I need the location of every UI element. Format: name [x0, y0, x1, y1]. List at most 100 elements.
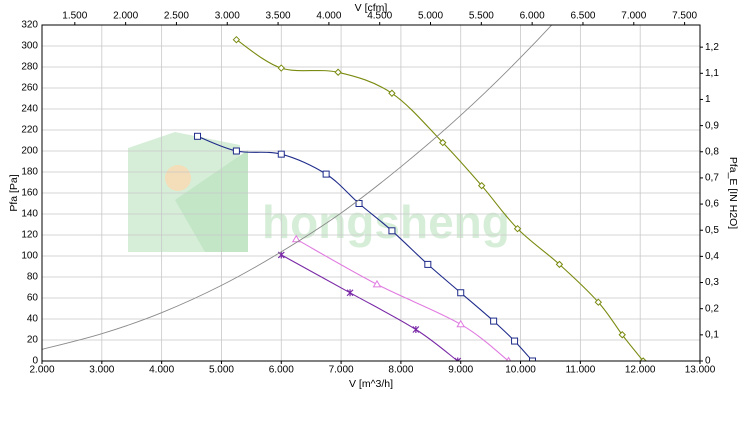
- data-point-square: [322, 170, 330, 178]
- logo-shape-right: [175, 150, 248, 252]
- y-right-tick-label: 1,2: [705, 42, 719, 53]
- y-left-tick-label: 260: [21, 83, 38, 94]
- x-top-tick-label: 4.000: [316, 11, 341, 22]
- x-top-tick-label: 3.000: [215, 11, 240, 22]
- data-point-square: [457, 289, 465, 297]
- x-top-tick-label: 4.500: [367, 11, 392, 22]
- y-left-tick-label: 180: [21, 167, 38, 178]
- y-left-tick-label: 60: [27, 293, 39, 304]
- y-left-tick-label: 220: [21, 125, 38, 136]
- x-bottom-tick-label: 4.000: [149, 365, 174, 376]
- y-right-tick-label: 1: [705, 94, 711, 105]
- y-right-tick-label: 0: [705, 356, 711, 367]
- y-left-tick-label: 20: [27, 335, 39, 346]
- x-bottom-tick-label: 8.000: [388, 365, 413, 376]
- x-bottom-tick-label: 2.000: [29, 365, 54, 376]
- x-bottom-tick-label: 9.000: [448, 365, 473, 376]
- y-right-tick-label: 0,7: [705, 173, 719, 184]
- plot-frame: [41, 24, 701, 362]
- data-point-triangle: [372, 279, 382, 288]
- data-point-diamond: [513, 224, 522, 233]
- logo-sun-icon: [165, 165, 191, 191]
- tick-labels: 2.000 3.000 4.000 5.000 6.000 7.000 8.000 9.000…: [21, 11, 719, 376]
- data-point-square: [355, 200, 363, 207]
- y-right-axis-label: Pfa_E [IN H2O]: [727, 157, 739, 229]
- x-bottom-tick-label: 7.000: [329, 365, 354, 376]
- y-left-axis-label: Pfa [Pa]: [8, 174, 20, 211]
- series-line-triangle: [295, 238, 509, 361]
- data-point-diamond: [618, 331, 626, 339]
- x-bottom-tick-label: 12.000: [625, 365, 656, 376]
- data-point-diamond: [334, 68, 342, 76]
- y-left-tick-label: 320: [21, 20, 38, 31]
- data-point-triangle: [456, 319, 466, 328]
- data-point-diamond: [388, 89, 396, 97]
- x-bottom-tick-label: 5.000: [209, 365, 234, 376]
- y-right-tick-label: 0,6: [705, 199, 719, 210]
- x-top-tick-label: 3.500: [266, 11, 291, 22]
- x-top-tick-label: 2.000: [113, 11, 138, 22]
- x-bottom-tick-label: 10.000: [505, 365, 536, 376]
- y-left-tick-label: 100: [21, 251, 38, 262]
- series-line-star: [281, 254, 459, 361]
- y-left-tick-label: 80: [27, 272, 39, 283]
- y-left-tick-label: 300: [21, 41, 38, 52]
- watermark-text: hongsheng: [262, 196, 510, 248]
- data-point-square: [194, 132, 202, 140]
- data-point-diamond: [277, 64, 285, 72]
- data-point-star: [346, 289, 354, 297]
- series-line-none: [42, 25, 553, 350]
- y-right-tick-label: 0,1: [705, 329, 719, 340]
- data-point-star: [277, 251, 285, 259]
- data-point-square: [511, 337, 519, 345]
- y-right-tick-label: 0,8: [705, 146, 719, 157]
- data-point-square: [529, 357, 537, 361]
- x-top-axis-label: V [cfm]: [355, 2, 388, 14]
- x-bottom-tick-label: 6.000: [269, 365, 294, 376]
- series-layer: [42, 25, 647, 361]
- data-point-star: [454, 357, 462, 361]
- x-top-tick-label: 6.500: [570, 11, 595, 22]
- x-bottom-axis-label: V [m^3/h]: [349, 378, 393, 390]
- data-point-diamond: [232, 35, 241, 44]
- data-point-square: [232, 147, 240, 155]
- x-top-tick-label: 5.500: [469, 11, 494, 22]
- y-left-tick-label: 240: [21, 104, 38, 115]
- y-left-tick-label: 140: [21, 209, 38, 220]
- y-left-tick-label: 40: [27, 314, 39, 325]
- y-right-tick-label: 0,5: [705, 225, 719, 236]
- y-right-tick-label: 0,9: [705, 120, 719, 131]
- data-point-diamond: [439, 138, 447, 147]
- x-top-tick-label: 5.000: [418, 11, 443, 22]
- data-point-star: [412, 326, 420, 333]
- data-point-square: [388, 227, 396, 235]
- x-top-tick-label: 7.000: [621, 11, 646, 22]
- data-point-diamond: [639, 357, 647, 361]
- x-bottom-tick-label: 11.000: [565, 365, 595, 376]
- y-right-tick-label: 1,1: [705, 68, 719, 79]
- watermark-logo: hongsheng: [128, 132, 510, 252]
- y-left-tick-label: 200: [21, 146, 38, 157]
- x-bottom-tick-label: 13.000: [685, 365, 716, 376]
- data-point-diamond: [594, 298, 603, 306]
- data-point-square: [277, 150, 285, 158]
- data-point-diamond: [555, 260, 564, 269]
- grid-lines: [41, 24, 701, 362]
- y-left-tick-label: 280: [21, 62, 38, 73]
- y-right-tick-label: 0,3: [705, 277, 719, 288]
- y-left-tick-label: 120: [21, 230, 38, 241]
- y-left-tick-label: 0: [32, 356, 38, 367]
- x-top-tick-label: 6.000: [520, 11, 545, 22]
- x-bottom-tick-label: 3.000: [89, 365, 114, 376]
- data-point-triangle: [291, 234, 301, 243]
- x-top-tick-label: 7.500: [672, 11, 697, 22]
- data-point-square: [490, 317, 498, 325]
- x-top-tick-label: 1.500: [62, 11, 87, 22]
- y-left-tick-label: 160: [21, 188, 38, 199]
- y-right-tick-label: 0,2: [705, 303, 719, 314]
- x-top-tick-label: 2.500: [164, 11, 189, 22]
- data-point-square: [424, 260, 432, 268]
- y-right-tick-label: 0,4: [705, 251, 719, 262]
- data-point-diamond: [477, 181, 486, 190]
